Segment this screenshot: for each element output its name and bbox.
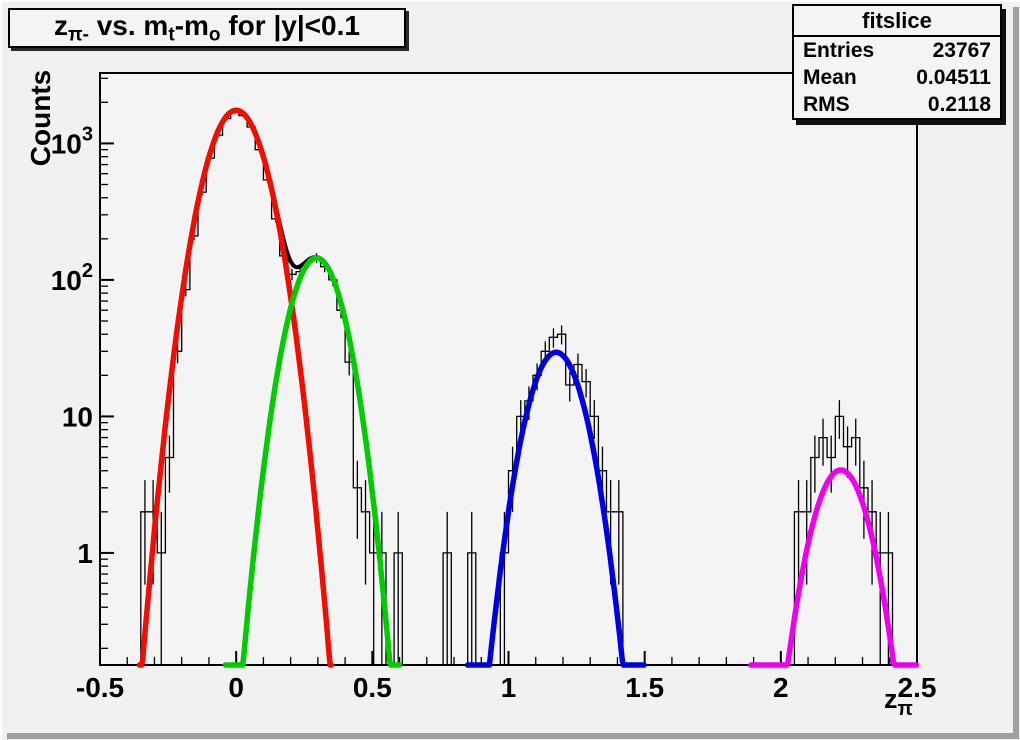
plot-title: zπ- vs. mt-mo for |y|<0.1 [54,10,360,46]
stats-box-title: fitslice [794,6,1000,37]
title-subscript: t [168,24,175,46]
fit-curve-magenta [748,467,920,668]
stats-box: fitslice Entries 23767 Mean 0.04511 RMS 0.211… [792,4,1002,120]
plot-frame [99,72,918,666]
y-tick-label: 103 [51,123,93,159]
canvas-bevel-right [1013,7,1019,739]
stats-label: Entries [803,39,875,62]
x-tick-label: 0 [228,672,244,703]
y-tick-label: 1 [77,538,93,569]
title-text-part: vs. m [88,9,169,41]
fit-curve-green [222,255,403,668]
y-tick-label: 102 [51,260,93,296]
stats-value: 23767 [932,39,991,62]
x-tick-label: 2.5 [898,672,937,703]
stats-label: Mean [803,66,857,89]
plot-title-box: zπ- vs. mt-mo for |y|<0.1 [8,8,406,48]
histogram-steps [793,415,894,665]
stats-row: RMS 0.2118 [794,91,1000,118]
y-axis-title: Counts [25,70,56,166]
fit-curve-blue [464,349,647,668]
title-text-part: z [54,9,69,41]
y-tick-label: 10 [62,401,93,432]
stats-label: RMS [803,93,850,116]
title-subscript: π- [68,24,89,46]
x-axis-title: zπ [884,684,913,720]
stats-value: 0.04511 [916,66,991,89]
stats-row: Entries 23767 [794,37,1000,64]
stats-row: Mean 0.04511 [794,64,1000,91]
title-text-part: for |y|<0.1 [220,9,360,41]
stats-rows: Entries 23767 Mean 0.04511 RMS 0.2118 [794,37,1000,118]
canvas-bevel-bottom [7,733,1019,739]
x-tick-label: 0.5 [353,672,392,703]
x-tick-label: 1 [501,672,517,703]
x-tick-labels: -0.5 0 0.5 1 1.5 2 2.5 [76,672,937,703]
fit-curve-red [136,107,334,668]
canvas-bevel-top [0,0,1020,2]
title-subscript: o [208,24,221,46]
canvas-bevel-left [0,0,2,740]
title-text-part: -m [174,9,209,41]
stats-value: 0.2118 [927,93,991,116]
x-tick-label: 1.5 [625,672,664,703]
x-tick-label: 2 [773,672,789,703]
y-axis-ticks [100,77,114,649]
x-tick-label: -0.5 [76,672,124,703]
